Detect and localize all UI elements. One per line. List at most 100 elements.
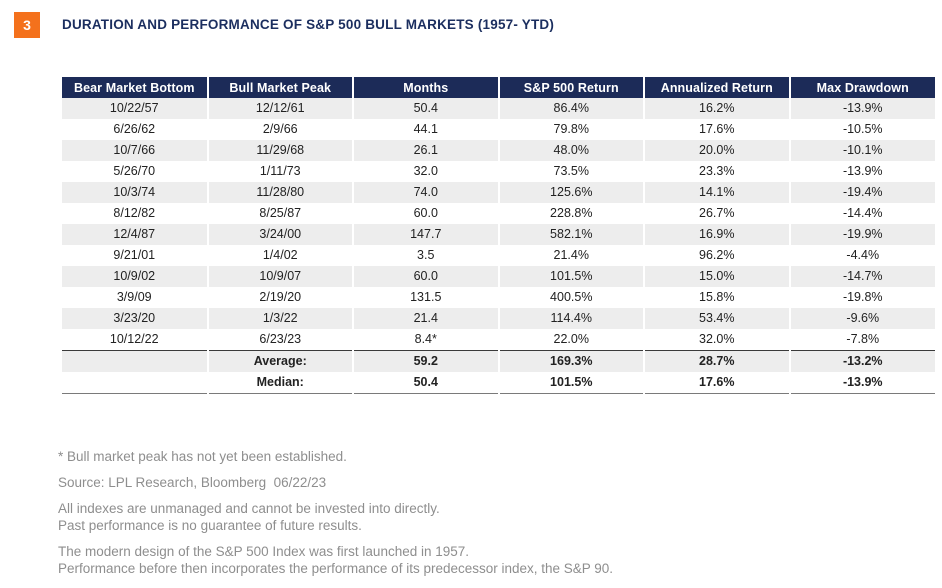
footnote-source: Source: LPL Research, Bloomberg 06/22/23	[58, 475, 327, 490]
summary-cell-empty	[62, 350, 208, 372]
table-cell-sp500-return: 73.5%	[497, 161, 644, 182]
table-row: 6/26/62 2/9/66 44.1 79.8% 17.6% -10.5%	[62, 119, 935, 140]
table-cell-bear-market-bottom: 10/12/22	[109, 332, 159, 346]
table-header: Bear Market Bottom Bull Market Peak Mont…	[62, 77, 935, 98]
column-header: S&P 500 Return	[497, 77, 644, 98]
column-header: Bear Market Bottom	[62, 77, 208, 98]
table-cell-bull-market-peak: 6/23/23	[206, 329, 353, 351]
table-cell-max-drawdown: -19.4%	[788, 182, 935, 203]
footnote-disclaimer-line-1: All indexes are unmanaged and cannot be …	[58, 501, 440, 516]
table-cell-sp500-return: 86.4%	[497, 98, 644, 119]
table-cell-bear-market-bottom: 8/12/82	[113, 206, 156, 220]
table-row: 10/22/57 12/12/61 50.4 86.4% 16.2% -13.9…	[62, 98, 935, 119]
table-row: 9/21/01 1/4/02 3.5 21.4% 96.2% -4.4%	[62, 245, 935, 266]
table-cell-bear-market-bottom: 10/9/02	[113, 269, 156, 283]
summary-cell-label: Average:	[206, 350, 353, 372]
table-cell-months: 50.4	[352, 98, 499, 119]
table-cell-bull-market-peak: 10/9/07	[206, 266, 353, 287]
table-cell-annualized-return: 20.0%	[643, 140, 790, 161]
table-cell-months: 44.1	[352, 119, 499, 140]
table-cell-sp500-return: 114.4%	[497, 308, 644, 329]
table-row: 3/9/09 2/19/20 131.5 400.5% 15.8% -19.8%	[62, 287, 935, 308]
footnote-history-line-1: The modern design of the S&P 500 Index w…	[58, 544, 470, 559]
table-cell-bear-market-bottom: 10/3/74	[113, 185, 156, 199]
table-cell-months: 147.7	[352, 224, 499, 245]
table-cell-annualized-return: 15.0%	[643, 266, 790, 287]
table-cell-sp500-return: 125.6%	[497, 182, 644, 203]
table-cell-bull-market-peak: 11/28/80	[206, 182, 353, 203]
table-cell-bear-market-bottom: 10/7/66	[113, 143, 156, 157]
table-cell-bear-market-bottom: 3/23/20	[113, 311, 156, 325]
table-cell-sp500-return: 101.5%	[497, 266, 644, 287]
table-cell-max-drawdown: -9.6%	[788, 308, 935, 329]
table-cell-max-drawdown: -7.8%	[788, 329, 935, 351]
table-cell-annualized-return: 26.7%	[643, 203, 790, 224]
table-row: 10/12/22 6/23/23 8.4* 22.0% 32.0% -7.8%	[62, 329, 935, 351]
table-cell-bear-market-bottom: 10/22/57	[109, 101, 159, 115]
table-cell-max-drawdown: -10.1%	[788, 140, 935, 161]
summary-cell-annualized-return: 28.7%	[643, 350, 790, 372]
table-cell-annualized-return: 32.0%	[643, 329, 790, 351]
table-cell-bull-market-peak: 12/12/61	[206, 98, 353, 119]
bull-markets-table: Bear Market Bottom Bull Market Peak Mont…	[62, 77, 935, 394]
table-cell-bull-market-peak: 1/11/73	[206, 161, 353, 182]
table-cell-sp500-return: 48.0%	[497, 140, 644, 161]
summary-row: Average: 59.2 169.3% 28.7% -13.2%	[62, 350, 935, 372]
footnotes: * Bull market peak has not yet been esta…	[58, 448, 918, 586]
table-cell-months: 131.5	[352, 287, 499, 308]
table-cell-sp500-return: 79.8%	[497, 119, 644, 140]
table-cell-annualized-return: 53.4%	[643, 308, 790, 329]
footnote-star: * Bull market peak has not yet been esta…	[58, 449, 347, 464]
table-cell-bull-market-peak: 3/24/00	[206, 224, 353, 245]
table-row: 8/12/82 8/25/87 60.0 228.8% 26.7% -14.4%	[62, 203, 935, 224]
summary-cell-months: 59.2	[352, 350, 499, 372]
table-cell-max-drawdown: -14.4%	[788, 203, 935, 224]
summary-cell-sp500-return: 169.3%	[497, 350, 644, 372]
table-cell-annualized-return: 16.2%	[643, 98, 790, 119]
table-cell-bear-market-bottom: 12/4/87	[113, 227, 156, 241]
table-row: 12/4/87 3/24/00 147.7 582.1% 16.9% -19.9…	[62, 224, 935, 245]
table-cell-bull-market-peak: 11/29/68	[206, 140, 353, 161]
table-cell-months: 21.4	[352, 308, 499, 329]
table-cell-months: 8.4*	[352, 329, 499, 351]
table-header-row: Bear Market Bottom Bull Market Peak Mont…	[62, 77, 935, 98]
table-cell-bull-market-peak: 8/25/87	[206, 203, 353, 224]
table-cell-annualized-return: 14.1%	[643, 182, 790, 203]
footnote-disclaimer: All indexes are unmanaged and cannot be …	[58, 500, 918, 534]
table-cell-annualized-return: 15.8%	[643, 287, 790, 308]
figure-title: DURATION AND PERFORMANCE OF S&P 500 BULL…	[62, 17, 555, 32]
summary-cell-empty	[62, 372, 208, 394]
table-cell-max-drawdown: -19.8%	[788, 287, 935, 308]
table-cell-sp500-return: 228.8%	[497, 203, 644, 224]
column-header: Months	[352, 77, 499, 98]
summary-body: Average: 59.2 169.3% 28.7% -13.2% Median…	[62, 350, 935, 394]
table-cell-annualized-return: 23.3%	[643, 161, 790, 182]
table-row: 10/3/74 11/28/80 74.0 125.6% 14.1% -19.4…	[62, 182, 935, 203]
table-body: 10/22/57 12/12/61 50.4 86.4% 16.2% -13.9…	[62, 98, 935, 351]
table-cell-months: 60.0	[352, 203, 499, 224]
table-cell-max-drawdown: -14.7%	[788, 266, 935, 287]
column-header: Annualized Return	[643, 77, 790, 98]
table-cell-annualized-return: 17.6%	[643, 119, 790, 140]
summary-cell-annualized-return: 17.6%	[643, 372, 790, 394]
table-cell-annualized-return: 16.9%	[643, 224, 790, 245]
table-cell-bull-market-peak: 1/4/02	[206, 245, 353, 266]
footnote-history-line-2: Performance before then incorporates the…	[58, 561, 614, 576]
table-row: 10/9/02 10/9/07 60.0 101.5% 15.0% -14.7%	[62, 266, 935, 287]
table-cell-months: 32.0	[352, 161, 499, 182]
column-header: Bull Market Peak	[206, 77, 353, 98]
figure-number-badge: 3	[14, 12, 40, 38]
summary-cell-max-drawdown: -13.9%	[788, 372, 935, 394]
table-cell-months: 60.0	[352, 266, 499, 287]
table-cell-max-drawdown: -13.9%	[788, 98, 935, 119]
table-cell-bull-market-peak: 2/19/20	[206, 287, 353, 308]
table-cell-bull-market-peak: 1/3/22	[206, 308, 353, 329]
column-header: Max Drawdown	[788, 77, 935, 98]
table-cell-annualized-return: 96.2%	[643, 245, 790, 266]
table-row: 10/7/66 11/29/68 26.1 48.0% 20.0% -10.1%	[62, 140, 935, 161]
table-cell-bear-market-bottom: 5/26/70	[113, 164, 156, 178]
table-cell-max-drawdown: -19.9%	[788, 224, 935, 245]
table-cell-months: 3.5	[352, 245, 499, 266]
table-cell-sp500-return: 400.5%	[497, 287, 644, 308]
